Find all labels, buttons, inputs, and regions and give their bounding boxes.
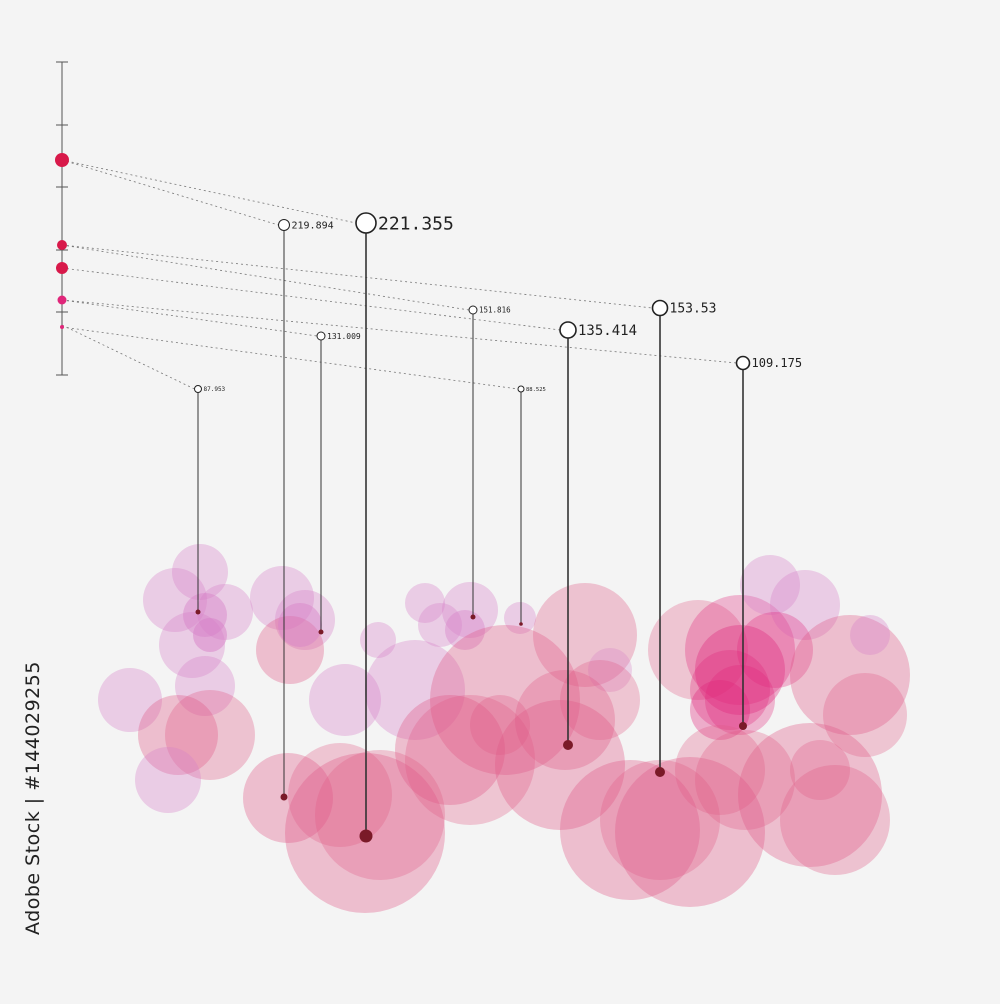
bubble xyxy=(165,690,255,780)
bubble xyxy=(600,760,720,880)
connector-lines xyxy=(61,159,737,390)
scale-marker xyxy=(56,262,68,274)
bubble xyxy=(823,673,907,757)
pin-head xyxy=(355,212,377,234)
bubble xyxy=(790,615,910,735)
connector-line xyxy=(61,244,653,309)
bubble xyxy=(442,582,498,638)
pin-anchor-dot xyxy=(359,829,373,843)
bubble xyxy=(365,640,465,740)
pin-anchor-dot xyxy=(655,767,665,777)
bubble xyxy=(405,695,535,825)
bubble xyxy=(675,725,765,815)
bubble xyxy=(695,730,795,830)
connector-line xyxy=(61,299,318,337)
bubble xyxy=(138,695,218,775)
pin-head xyxy=(278,219,290,231)
bubble xyxy=(737,612,813,688)
bubble xyxy=(360,622,396,658)
bubble xyxy=(615,757,765,907)
connector-line xyxy=(61,326,519,390)
bubble xyxy=(648,600,748,700)
pin-value-label: 151.816 xyxy=(479,306,511,315)
bubble xyxy=(695,625,785,715)
bubble xyxy=(405,583,445,623)
pin-anchor-dot xyxy=(519,622,523,626)
scale-marker xyxy=(55,153,69,167)
pin-head xyxy=(517,385,525,393)
stock-id-label: Adobe Stock | #144029255 xyxy=(22,661,44,935)
pin-value-label: 135.414 xyxy=(578,323,637,339)
bubble xyxy=(504,602,536,634)
bubble xyxy=(309,664,381,736)
connector-line xyxy=(61,244,470,311)
bubble xyxy=(172,544,228,600)
pin-anchor-dot xyxy=(280,793,288,801)
connector-line xyxy=(61,159,279,226)
bubble xyxy=(430,625,580,775)
bubble xyxy=(98,668,162,732)
bubble xyxy=(243,753,333,843)
pin-anchor-dot xyxy=(470,614,476,620)
pin-head xyxy=(735,355,751,371)
pin-head xyxy=(316,331,326,341)
pin-head xyxy=(651,299,669,317)
bubble xyxy=(770,570,840,640)
pin-anchor-dot xyxy=(739,722,747,730)
pin-value-label: 87.953 xyxy=(204,386,226,393)
bubble xyxy=(395,695,505,805)
bubble xyxy=(315,750,445,880)
bubble xyxy=(850,615,890,655)
bubble xyxy=(690,650,770,730)
pin-head xyxy=(194,385,202,393)
value-pins: 87.953 219.894 131.009 221.355 151.816 88.525… xyxy=(194,212,803,843)
bubble xyxy=(690,680,750,740)
pin-anchor-dot xyxy=(318,629,324,635)
scale-marker xyxy=(60,325,64,329)
bubble xyxy=(175,656,235,716)
bubble xyxy=(560,660,640,740)
bubble xyxy=(470,695,530,755)
bubble xyxy=(790,740,850,800)
scale-marker xyxy=(57,295,67,305)
bubble xyxy=(495,700,625,830)
bubble xyxy=(780,765,890,875)
pin-head xyxy=(468,305,478,315)
bubble xyxy=(515,670,615,770)
pin-anchor-dot xyxy=(563,740,573,750)
pin-head xyxy=(559,321,577,339)
bubble xyxy=(740,555,800,615)
connector-line xyxy=(61,267,561,331)
bubble xyxy=(250,566,314,630)
vertical-scale xyxy=(55,61,69,376)
pin-value-label: 88.525 xyxy=(526,387,546,393)
bubble xyxy=(560,760,700,900)
connector-line xyxy=(61,324,195,390)
connector-line xyxy=(61,159,357,224)
bubble xyxy=(143,568,207,632)
bubble-cloud xyxy=(98,544,910,913)
bubble xyxy=(738,723,882,867)
bubble xyxy=(193,618,227,652)
bubble xyxy=(685,595,795,705)
bubble xyxy=(445,610,485,650)
bubble xyxy=(256,616,324,684)
bubble xyxy=(705,665,775,735)
bubble xyxy=(278,603,322,647)
bubble xyxy=(588,648,632,692)
pin-value-label: 131.009 xyxy=(327,332,361,341)
pin-anchor-dot xyxy=(195,609,201,615)
pin-value-label: 109.175 xyxy=(752,356,803,370)
bubble xyxy=(135,747,201,813)
bubble xyxy=(418,603,462,647)
bubble xyxy=(275,590,335,650)
pin-value-label: 221.355 xyxy=(378,213,454,234)
bubble xyxy=(533,583,637,687)
pin-value-label: 219.894 xyxy=(292,221,334,232)
pin-value-label: 153.53 xyxy=(670,302,717,317)
scale-marker xyxy=(57,240,67,250)
